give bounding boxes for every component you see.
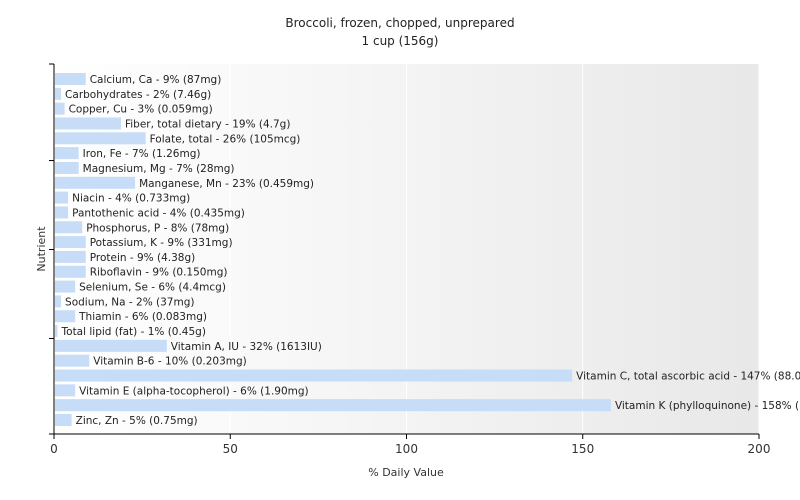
bar-label: Carbohydrates - 2% (7.46g): [65, 89, 211, 101]
bar: [55, 295, 62, 308]
bar: [55, 399, 611, 412]
bar: [55, 236, 86, 249]
bar: [55, 384, 76, 397]
bar-label: Phosphorus, P - 8% (78mg): [86, 222, 229, 234]
bar: [55, 339, 167, 352]
bar-label: Selenium, Se - 6% (4.4mcg): [79, 282, 226, 294]
x-axis-label: % Daily Value: [368, 466, 444, 479]
bar-label: Vitamin K (phylloquinone) - 158% (126.5m…: [615, 400, 800, 412]
bar: [55, 250, 86, 263]
bar: [55, 369, 573, 382]
bar-label: Vitamin E (alpha-tocopherol) - 6% (1.90m…: [79, 385, 309, 397]
bar: [55, 73, 86, 85]
bar-label: Fiber, total dietary - 19% (4.7g): [125, 118, 290, 130]
bar-label: Vitamin C, total ascorbic acid - 147% (8…: [576, 371, 800, 383]
bar: [55, 414, 72, 426]
x-tick-label: 200: [748, 442, 771, 456]
bar-label: Thiamin - 6% (0.083mg): [78, 311, 207, 323]
bar-label: Riboflavin - 9% (0.150mg): [90, 267, 228, 279]
bar-label: Calcium, Ca - 9% (87mg): [90, 74, 222, 86]
bar: [55, 87, 62, 100]
bar-label: Pantothenic acid - 4% (0.435mg): [72, 207, 245, 219]
axes: 0 50 100 150 200: [49, 63, 771, 456]
bar: [55, 325, 58, 338]
bar: [55, 206, 69, 219]
x-tick-label: 100: [395, 442, 418, 456]
bar: [55, 147, 79, 160]
bar-label: Protein - 9% (4.38g): [90, 252, 196, 264]
x-tick-label: 50: [223, 442, 238, 456]
bar: [55, 354, 90, 367]
chart-title: Broccoli, frozen, chopped, unprepared: [285, 16, 514, 30]
bar-label: Potassium, K - 9% (331mg): [90, 237, 233, 249]
bar-label: Manganese, Mn - 23% (0.459mg): [139, 178, 314, 190]
bar: [55, 191, 69, 204]
x-tick-label: 0: [50, 442, 58, 456]
bar: [55, 310, 76, 323]
bar-label: Vitamin B-6 - 10% (0.203mg): [93, 356, 247, 368]
bars-group: Calcium, Ca - 9% (87mg) Carbohydrates - 2…: [55, 73, 800, 427]
y-axis-label: Nutrient: [35, 226, 48, 272]
bar-label: Magnesium, Mg - 7% (28mg): [83, 163, 235, 175]
bar: [55, 132, 146, 145]
bar: [55, 161, 79, 174]
bar: [55, 117, 121, 130]
bar-label: Zinc, Zn - 5% (0.75mg): [76, 415, 198, 427]
bar: [55, 176, 136, 189]
x-tick-label: 150: [571, 442, 594, 456]
bar-label: Niacin - 4% (0.733mg): [72, 193, 190, 205]
bar-label: Vitamin A, IU - 32% (1613IU): [171, 341, 322, 353]
bar: [55, 265, 86, 278]
bar: [55, 102, 65, 115]
bar: [55, 280, 76, 293]
bar-label: Iron, Fe - 7% (1.26mg): [83, 148, 201, 160]
bar: [55, 221, 83, 234]
chart-subtitle: 1 cup (156g): [362, 34, 439, 48]
bar-label: Sodium, Na - 2% (37mg): [65, 296, 194, 308]
bar-label: Copper, Cu - 3% (0.059mg): [69, 104, 213, 116]
bar-label: Folate, total - 26% (105mcg): [150, 133, 301, 145]
bar-label: Total lipid (fat) - 1% (0.45g): [61, 326, 206, 338]
